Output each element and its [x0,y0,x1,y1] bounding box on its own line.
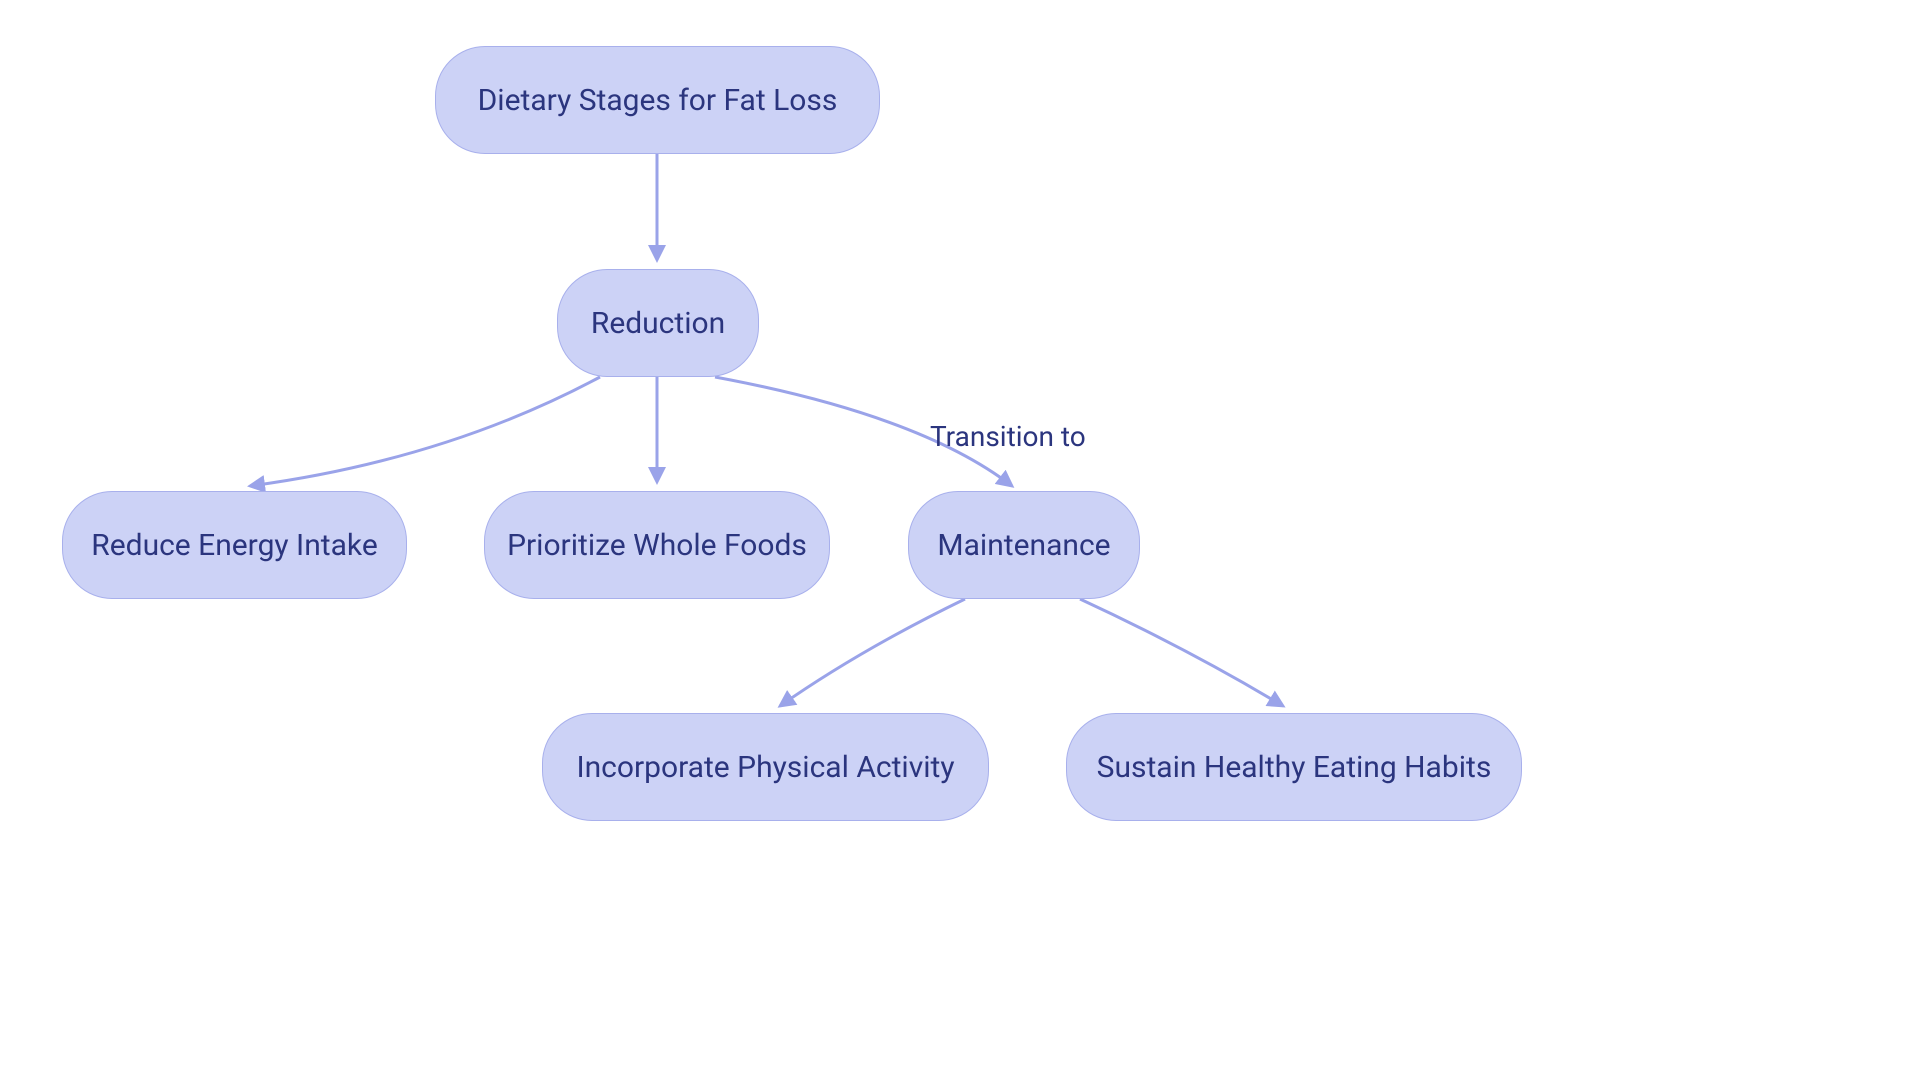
edge-maintenance-to-habits [1080,599,1283,706]
node-activity: Incorporate Physical Activity [542,713,989,821]
node-label: Prioritize Whole Foods [507,528,807,563]
node-label: Reduction [591,306,725,341]
flowchart-canvas: Transition to Dietary Stages for Fat Loss… [0,0,1920,1083]
node-habits: Sustain Healthy Eating Habits [1066,713,1522,821]
node-whole: Prioritize Whole Foods [484,491,830,599]
node-root: Dietary Stages for Fat Loss [435,46,880,154]
node-label: Dietary Stages for Fat Loss [478,83,838,118]
node-label: Reduce Energy Intake [91,528,377,563]
node-reduce: Reduce Energy Intake [62,491,407,599]
edge-reduction-to-reduce [250,377,600,486]
node-label: Incorporate Physical Activity [576,750,954,785]
node-maintenance: Maintenance [908,491,1140,599]
node-label: Sustain Healthy Eating Habits [1097,750,1492,785]
edge-label-reduction-to-maintenance: Transition to [930,420,1086,453]
node-reduction: Reduction [557,269,759,377]
edge-maintenance-to-activity [780,599,965,706]
node-label: Maintenance [937,528,1110,563]
